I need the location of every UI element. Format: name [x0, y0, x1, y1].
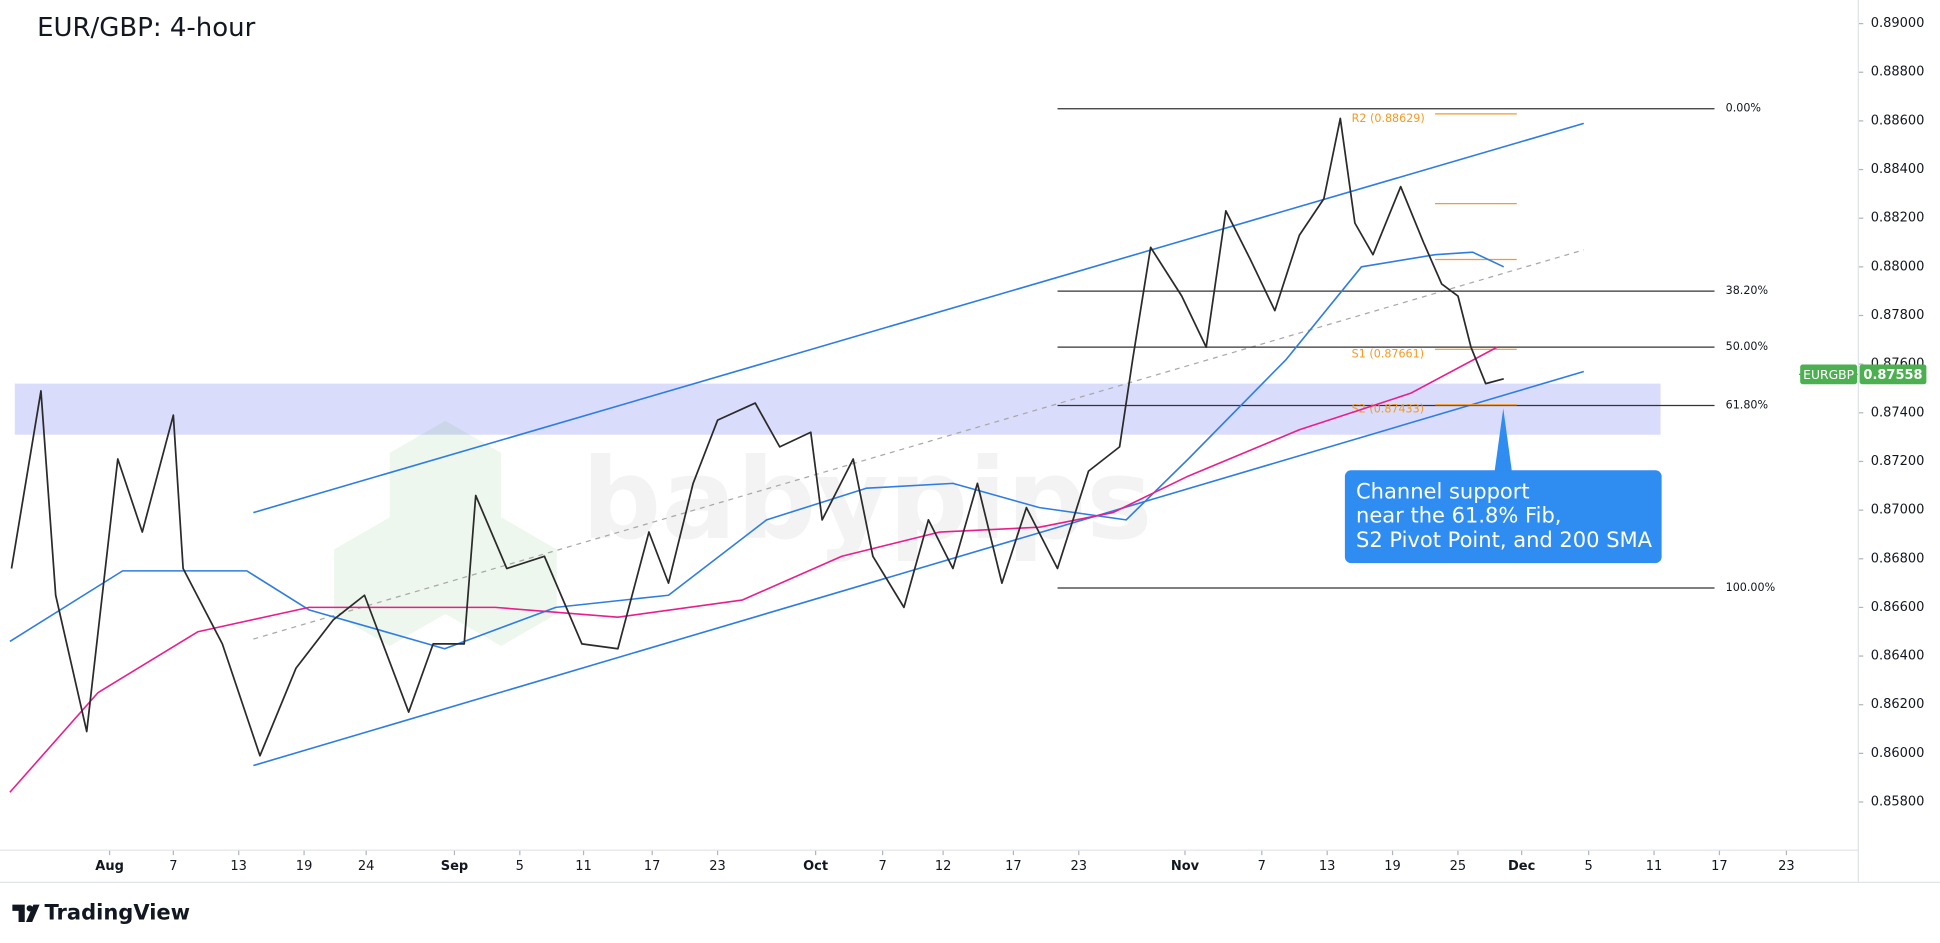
- x-tick-label: 17: [644, 859, 661, 874]
- y-tick-label: 0.86200: [1871, 697, 1925, 712]
- fib-label: 61.80%: [1726, 399, 1768, 412]
- fib-label: 100.00%: [1726, 581, 1775, 594]
- brand-logo: [12, 904, 40, 922]
- y-tick-label: 0.87200: [1871, 454, 1925, 469]
- channel-line: [253, 122, 1585, 514]
- x-tick-label: Aug: [95, 859, 124, 874]
- brand-name: TradingView: [45, 899, 191, 924]
- moving-average: [9, 251, 1505, 650]
- fib-label: 38.20%: [1726, 284, 1768, 297]
- support-zone: [14, 383, 1661, 435]
- annotation-text: Channel support: [1356, 479, 1530, 504]
- x-tick-label: 24: [358, 859, 375, 874]
- x-tick-label: 13: [1319, 859, 1336, 874]
- y-tick-label: 0.86600: [1871, 600, 1925, 615]
- x-tick-label: Nov: [1171, 859, 1200, 874]
- x-tick-label: 13: [230, 859, 247, 874]
- x-tick-label: 5: [1585, 859, 1593, 874]
- x-tick-label: 5: [516, 859, 524, 874]
- x-tick-label: 19: [296, 859, 313, 874]
- watermark-logo: [334, 420, 557, 646]
- last-price-label: 0.87558: [1863, 368, 1922, 383]
- y-tick-label: 0.87000: [1871, 503, 1925, 518]
- price-line: [10, 117, 1504, 757]
- annotation-text: near the 61.8% Fib,: [1356, 503, 1561, 528]
- pivot-label: S1 (0.87661): [1352, 347, 1424, 360]
- x-tick-label: Oct: [803, 859, 828, 874]
- channel-line: [253, 249, 1584, 640]
- x-tick-label: 7: [879, 859, 887, 874]
- y-tick-label: 0.89000: [1871, 16, 1925, 31]
- fib-label: 0.00%: [1726, 102, 1761, 115]
- watermark-text: babypips: [582, 436, 1153, 565]
- symbol-badge: [1800, 364, 1858, 385]
- x-tick-label: 7: [169, 859, 177, 874]
- annotation-text: S2 Pivot Point, and 200 SMA: [1356, 527, 1653, 552]
- x-tick-label: 23: [1070, 859, 1087, 874]
- x-tick-label: 12: [935, 859, 952, 874]
- annotation-pointer: [1494, 408, 1512, 472]
- y-tick-label: 0.88400: [1871, 162, 1925, 177]
- annotation-box: [1344, 470, 1662, 564]
- x-tick-label: 17: [1711, 859, 1728, 874]
- x-tick-label: 7: [1258, 859, 1266, 874]
- x-tick-label: 23: [709, 859, 726, 874]
- y-tick-label: 0.86800: [1871, 551, 1925, 566]
- fib-label: 50.00%: [1726, 340, 1768, 353]
- chart-title: EUR/GBP: 4-hour: [37, 13, 255, 43]
- y-tick-label: 0.88200: [1871, 211, 1925, 226]
- y-tick-label: 0.87400: [1871, 405, 1925, 420]
- y-tick-label: 0.87800: [1871, 308, 1925, 323]
- x-tick-label: 23: [1778, 859, 1795, 874]
- x-tick-label: Dec: [1508, 859, 1535, 874]
- y-tick-label: 0.88800: [1871, 65, 1925, 80]
- y-tick-label: 0.88000: [1871, 259, 1925, 274]
- x-tick-label: 25: [1450, 859, 1467, 874]
- y-tick-label: 0.88600: [1871, 113, 1925, 128]
- channel-line: [253, 370, 1585, 767]
- symbol-label: EURGBP: [1803, 368, 1854, 382]
- main-layer: 0.85800 0.86000 0.86200 0.86400 0.86600 0.868…: [9, 16, 1927, 874]
- x-tick-label: 17: [1005, 859, 1022, 874]
- pivot-label: R2 (0.88629): [1352, 112, 1425, 125]
- moving-average: [9, 346, 1498, 793]
- x-tick-label: Sep: [441, 859, 468, 874]
- x-tick-label: 11: [1646, 859, 1663, 874]
- x-tick-label: 11: [575, 859, 592, 874]
- y-tick-label: 0.85800: [1871, 795, 1925, 810]
- back-layer: babypips: [14, 383, 1661, 646]
- y-tick-label: 0.86400: [1871, 649, 1925, 664]
- x-tick-label: 19: [1384, 859, 1401, 874]
- last-price-badge: [1859, 364, 1927, 385]
- y-tick-label: 0.86000: [1871, 746, 1925, 761]
